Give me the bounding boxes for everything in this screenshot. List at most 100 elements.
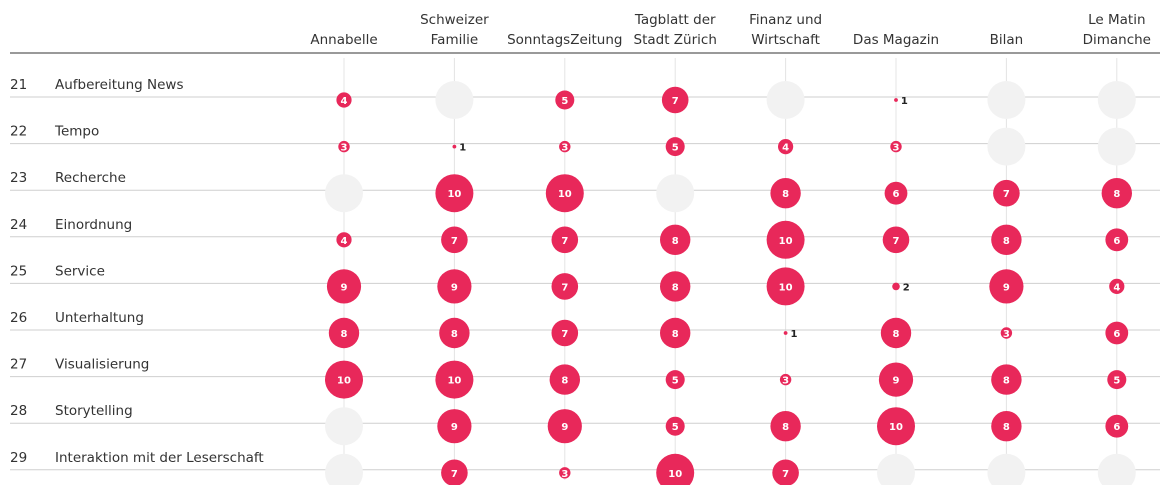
column-header: Bilan [990, 32, 1024, 48]
bubble [661, 86, 689, 114]
bubble-label: 8 [451, 329, 458, 340]
empty-bubble [987, 81, 1026, 119]
bubble [439, 317, 470, 349]
bubble-label: 3 [782, 376, 789, 387]
bubble [890, 140, 902, 153]
bubble-label: 4 [782, 143, 789, 154]
bubble [766, 220, 805, 259]
bubble-label: 10 [558, 189, 572, 200]
bubble [894, 98, 898, 102]
bubble [665, 416, 685, 436]
bubble-label: 8 [341, 329, 348, 340]
bubble [551, 319, 579, 347]
bubble [336, 232, 352, 248]
bubble [555, 90, 575, 110]
bubble-label: 8 [561, 376, 568, 387]
bubble [1105, 321, 1129, 345]
bubble-label: 5 [672, 143, 679, 154]
row-number: 27 [10, 357, 27, 373]
bubble [1109, 278, 1125, 294]
bubble-label: 7 [561, 236, 568, 247]
bubble [549, 364, 580, 395]
bubble-label: 8 [1113, 189, 1120, 200]
bubble [452, 144, 457, 149]
bubble [892, 282, 900, 291]
bubble-label: 9 [451, 282, 458, 293]
bubble-label: 1 [901, 96, 908, 107]
bubble-label: 5 [561, 96, 568, 107]
bubble-label: 6 [1113, 422, 1120, 433]
bubble-label: 7 [893, 236, 900, 247]
bubble-label: 5 [672, 376, 679, 387]
bubble [665, 370, 685, 390]
row-number: 22 [10, 124, 27, 140]
bubble [437, 269, 472, 304]
bubble [778, 139, 794, 155]
bubble-label: 6 [893, 189, 900, 200]
bubble [551, 226, 579, 254]
bubble-label: 10 [447, 189, 461, 200]
bubble-label: 8 [1003, 376, 1010, 387]
bubble-label: 7 [451, 469, 458, 480]
bubble-label: 3 [341, 143, 348, 154]
column-header: Das Magazin [853, 32, 939, 48]
bubble [880, 317, 912, 349]
bubble-label: 10 [779, 236, 793, 247]
bubble [770, 178, 801, 209]
bubble-label: 7 [451, 236, 458, 247]
empty-bubble [325, 407, 363, 446]
column-header: Finanz und [749, 12, 822, 28]
column-header: Dimanche [1083, 32, 1151, 48]
row-number: 24 [10, 217, 27, 233]
bubble-label: 4 [1113, 282, 1120, 293]
empty-bubble [435, 81, 474, 119]
bubble [770, 411, 801, 442]
row-label: Tempo [54, 124, 99, 140]
empty-bubble [766, 81, 805, 119]
bubble-label: 7 [672, 96, 679, 107]
bubble-label: 4 [341, 236, 348, 247]
bubble-label: 8 [782, 189, 789, 200]
row-label: Service [55, 263, 105, 279]
bubble [437, 409, 472, 444]
bubble [660, 271, 691, 302]
row-number: 28 [10, 403, 27, 419]
bubble [878, 362, 914, 397]
bubble [326, 269, 362, 304]
bubble [441, 226, 468, 254]
bubble [328, 317, 360, 349]
column-header: Wirtschaft [751, 32, 820, 48]
row-number: 29 [10, 450, 27, 466]
column-header: Tagblatt der [634, 12, 716, 28]
empty-bubble [987, 453, 1026, 485]
bubble [325, 360, 363, 399]
bubble-label: 8 [672, 329, 679, 340]
bubble [991, 364, 1022, 395]
bubble [783, 331, 788, 335]
bubble-label: 8 [1003, 422, 1010, 433]
bubble-label: 10 [447, 376, 461, 387]
bubble [547, 409, 582, 444]
bubble-label: 9 [561, 422, 568, 433]
column-header: Annabelle [310, 32, 377, 48]
column-header: Schweizer [420, 12, 489, 28]
bubble-label: 5 [1113, 376, 1120, 387]
bubble-label: 8 [893, 329, 900, 340]
bubble [665, 137, 685, 157]
bubble-label: 10 [779, 282, 793, 293]
bubble-label: 9 [893, 376, 900, 387]
column-header: Le Matin [1088, 12, 1145, 28]
column-header: Familie [431, 32, 479, 48]
bubble [877, 407, 915, 446]
bubble-label: 1 [459, 143, 466, 154]
bubble-label: 6 [1113, 236, 1120, 247]
bubble-label: 9 [341, 282, 348, 293]
bubble-label: 3 [561, 469, 568, 480]
bubble-label: 3 [893, 143, 900, 154]
bubble-label: 7 [561, 282, 568, 293]
bubble [1105, 414, 1129, 438]
empty-bubble [877, 453, 915, 485]
bubble-label: 1 [791, 329, 798, 340]
bubble [779, 373, 792, 386]
